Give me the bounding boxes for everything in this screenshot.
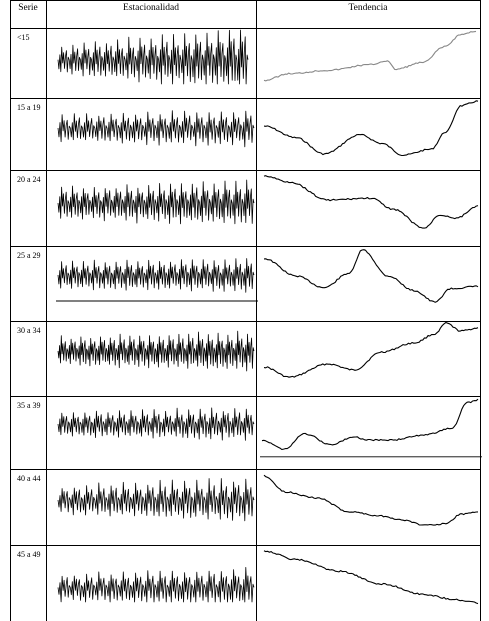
trend-plot	[263, 550, 479, 605]
table-left-border	[10, 0, 11, 621]
header-estacionalidad: Estacionalidad	[123, 3, 179, 13]
row-label: <15	[17, 33, 30, 42]
header-divider	[10, 28, 481, 29]
table-right-border	[480, 0, 481, 621]
trend-line	[263, 249, 479, 303]
seasonality-line	[57, 330, 255, 372]
header-serie: Serie	[18, 3, 38, 13]
trend-line	[261, 398, 479, 451]
trend-line	[263, 30, 477, 82]
seasonality-line	[57, 478, 255, 522]
table-top-border	[10, 0, 481, 1]
row-divider	[10, 246, 481, 247]
column-divider	[256, 0, 257, 621]
seasonality-plot	[57, 179, 255, 225]
trend-line	[263, 321, 479, 378]
column-divider	[46, 0, 47, 621]
seasonality-plot	[57, 330, 255, 372]
trend-plot	[263, 474, 479, 526]
trend-plot	[263, 175, 479, 229]
trend-plot	[263, 30, 477, 82]
row-label: 20 a 24	[17, 175, 41, 184]
seasonality-line	[57, 29, 249, 85]
row-label: 25 a 29	[17, 251, 41, 260]
trend-plot	[263, 321, 479, 378]
trend-line	[263, 550, 479, 605]
row-label: 15 a 19	[17, 103, 41, 112]
seasonality-plot	[56, 258, 258, 302]
trend-plot	[263, 100, 479, 157]
trend-line	[263, 175, 479, 229]
row-label: 35 a 39	[17, 401, 41, 410]
seasonality-plot	[57, 567, 255, 603]
seasonality-line	[57, 407, 255, 441]
seasonality-line	[57, 258, 255, 293]
seasonality-plot	[57, 478, 255, 522]
row-divider	[10, 469, 481, 470]
data-table: Serie Estacionalidad Tendencia <15 15 a …	[10, 0, 482, 621]
trend-line	[263, 100, 479, 157]
seasonality-plot	[57, 110, 255, 148]
row-divider	[10, 170, 481, 171]
seasonality-line	[57, 110, 255, 148]
row-label: 45 a 49	[17, 550, 41, 559]
seasonality-line	[57, 567, 255, 603]
row-divider	[10, 98, 481, 99]
trend-line	[263, 474, 479, 526]
row-divider	[10, 396, 481, 397]
header-tendencia: Tendencia	[348, 3, 388, 13]
trend-plot	[260, 398, 482, 458]
seasonality-plot	[57, 407, 255, 441]
row-label: 40 a 44	[17, 474, 41, 483]
trend-plot	[263, 249, 479, 303]
row-divider	[10, 545, 481, 546]
row-divider	[10, 321, 481, 322]
seasonality-line	[57, 179, 255, 225]
row-label: 30 a 34	[17, 326, 41, 335]
seasonality-plot	[57, 29, 249, 85]
